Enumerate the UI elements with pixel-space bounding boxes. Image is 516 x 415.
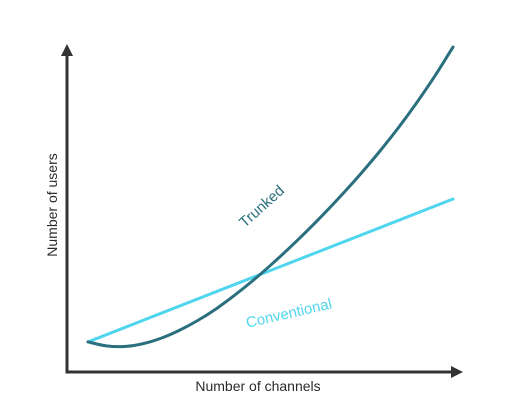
series-line-conventional — [86, 197, 455, 344]
x-axis-label: Number of channels — [195, 378, 320, 394]
axes — [61, 44, 463, 378]
series-label-trunked: Trunked — [236, 182, 288, 231]
series-line-trunked — [86, 45, 455, 349]
series-layer — [86, 45, 455, 349]
y-axis-arrow — [61, 44, 73, 56]
x-axis-arrow — [451, 366, 463, 378]
y-axis-label: Number of users — [44, 153, 60, 256]
series-label-conventional: Conventional — [244, 295, 333, 331]
